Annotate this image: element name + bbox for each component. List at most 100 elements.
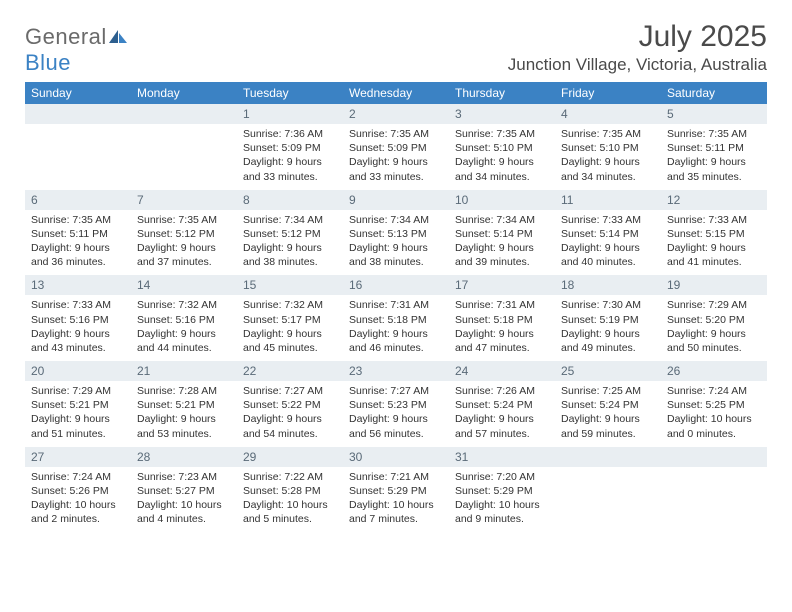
day-cell: 1Sunrise: 7:36 AMSunset: 5:09 PMDaylight… [237,104,343,190]
sunrise-line: Sunrise: 7:20 AM [455,470,549,484]
day-info: Sunrise: 7:34 AMSunset: 5:12 PMDaylight:… [243,213,337,270]
daylight-line: Daylight: 9 hours and 49 minutes. [561,327,655,355]
daylight-line: Daylight: 9 hours and 36 minutes. [31,241,125,269]
daylight-line: Daylight: 10 hours and 4 minutes. [137,498,231,526]
daylight-line: Daylight: 9 hours and 50 minutes. [667,327,761,355]
sunrise-line: Sunrise: 7:35 AM [137,213,231,227]
day-cell-inner: 7Sunrise: 7:35 AMSunset: 5:12 PMDaylight… [131,190,237,276]
sunrise-line: Sunrise: 7:36 AM [243,127,337,141]
daylight-line: Daylight: 9 hours and 46 minutes. [349,327,443,355]
sunset-line: Sunset: 5:23 PM [349,398,443,412]
sunset-line: Sunset: 5:16 PM [31,313,125,327]
day-number: 4 [555,104,661,124]
calendar-page: GeneralBlue July 2025 Junction Village, … [0,0,792,542]
calendar-table: SundayMondayTuesdayWednesdayThursdayFrid… [25,82,767,532]
day-info: Sunrise: 7:35 AMSunset: 5:10 PMDaylight:… [561,127,655,184]
sunrise-line: Sunrise: 7:32 AM [243,298,337,312]
day-cell: 2Sunrise: 7:35 AMSunset: 5:09 PMDaylight… [343,104,449,190]
day-info: Sunrise: 7:33 AMSunset: 5:14 PMDaylight:… [561,213,655,270]
day-info: Sunrise: 7:31 AMSunset: 5:18 PMDaylight:… [349,298,443,355]
day-number: 24 [449,361,555,381]
day-number: 1 [237,104,343,124]
day-number: 10 [449,190,555,210]
day-info: Sunrise: 7:30 AMSunset: 5:19 PMDaylight:… [561,298,655,355]
day-cell-inner: 17Sunrise: 7:31 AMSunset: 5:18 PMDayligh… [449,275,555,361]
sunrise-line: Sunrise: 7:24 AM [31,470,125,484]
sunrise-line: Sunrise: 7:34 AM [243,213,337,227]
day-cell: 25Sunrise: 7:25 AMSunset: 5:24 PMDayligh… [555,361,661,447]
sunrise-line: Sunrise: 7:23 AM [137,470,231,484]
day-cell: 6Sunrise: 7:35 AMSunset: 5:11 PMDaylight… [25,190,131,276]
daylight-line: Daylight: 10 hours and 2 minutes. [31,498,125,526]
day-cell-inner: 15Sunrise: 7:32 AMSunset: 5:17 PMDayligh… [237,275,343,361]
day-info: Sunrise: 7:35 AMSunset: 5:11 PMDaylight:… [667,127,761,184]
day-cell: 18Sunrise: 7:30 AMSunset: 5:19 PMDayligh… [555,275,661,361]
day-number: 27 [25,447,131,467]
daylight-line: Daylight: 9 hours and 41 minutes. [667,241,761,269]
day-cell-inner: 16Sunrise: 7:31 AMSunset: 5:18 PMDayligh… [343,275,449,361]
sunset-line: Sunset: 5:24 PM [455,398,549,412]
sunrise-line: Sunrise: 7:35 AM [349,127,443,141]
sunrise-line: Sunrise: 7:29 AM [667,298,761,312]
day-cell-inner: . [131,104,237,133]
brand-general: General [25,24,107,49]
sunset-line: Sunset: 5:14 PM [455,227,549,241]
day-info: Sunrise: 7:34 AMSunset: 5:13 PMDaylight:… [349,213,443,270]
day-cell-inner: 26Sunrise: 7:24 AMSunset: 5:25 PMDayligh… [661,361,767,447]
day-info: Sunrise: 7:33 AMSunset: 5:15 PMDaylight:… [667,213,761,270]
sunrise-line: Sunrise: 7:30 AM [561,298,655,312]
day-cell: 16Sunrise: 7:31 AMSunset: 5:18 PMDayligh… [343,275,449,361]
day-cell: 8 Sunrise: 7:34 AMSunset: 5:12 PMDaylight… [237,190,343,276]
sunset-line: Sunset: 5:18 PM [349,313,443,327]
sunrise-line: Sunrise: 7:32 AM [137,298,231,312]
sunrise-line: Sunrise: 7:34 AM [349,213,443,227]
day-number: 30 [343,447,449,467]
day-header: Sunday [25,82,131,104]
day-number: 12 [661,190,767,210]
sunrise-line: Sunrise: 7:26 AM [455,384,549,398]
day-cell-inner: . [661,447,767,476]
brand-blue: Blue [25,50,71,75]
day-info: Sunrise: 7:24 AMSunset: 5:25 PMDaylight:… [667,384,761,441]
day-cell: 30Sunrise: 7:21 AMSunset: 5:29 PMDayligh… [343,447,449,533]
sunrise-line: Sunrise: 7:21 AM [349,470,443,484]
sunset-line: Sunset: 5:09 PM [243,141,337,155]
day-number: 23 [343,361,449,381]
week-row: ..1Sunrise: 7:36 AMSunset: 5:09 PMDaylig… [25,104,767,190]
day-info: Sunrise: 7:35 AMSunset: 5:12 PMDaylight:… [137,213,231,270]
day-number: 20 [25,361,131,381]
day-cell: 29Sunrise: 7:22 AMSunset: 5:28 PMDayligh… [237,447,343,533]
day-header-row: SundayMondayTuesdayWednesdayThursdayFrid… [25,82,767,104]
calendar-body: ..1Sunrise: 7:36 AMSunset: 5:09 PMDaylig… [25,104,767,532]
daylight-line: Daylight: 10 hours and 0 minutes. [667,412,761,440]
day-info: Sunrise: 7:20 AMSunset: 5:29 PMDaylight:… [455,470,549,527]
sunrise-line: Sunrise: 7:35 AM [455,127,549,141]
day-info: Sunrise: 7:27 AMSunset: 5:22 PMDaylight:… [243,384,337,441]
day-cell-inner: 10Sunrise: 7:34 AMSunset: 5:14 PMDayligh… [449,190,555,276]
day-info: Sunrise: 7:35 AMSunset: 5:10 PMDaylight:… [455,127,549,184]
day-info: Sunrise: 7:24 AMSunset: 5:26 PMDaylight:… [31,470,125,527]
day-info: Sunrise: 7:29 AMSunset: 5:21 PMDaylight:… [31,384,125,441]
day-header: Tuesday [237,82,343,104]
daylight-line: Daylight: 9 hours and 54 minutes. [243,412,337,440]
sunrise-line: Sunrise: 7:28 AM [137,384,231,398]
day-cell: 11Sunrise: 7:33 AMSunset: 5:14 PMDayligh… [555,190,661,276]
day-cell-inner: 31Sunrise: 7:20 AMSunset: 5:29 PMDayligh… [449,447,555,533]
sunrise-line: Sunrise: 7:27 AM [243,384,337,398]
day-number: 2 [343,104,449,124]
day-info: Sunrise: 7:22 AMSunset: 5:28 PMDaylight:… [243,470,337,527]
day-info: Sunrise: 7:31 AMSunset: 5:18 PMDaylight:… [455,298,549,355]
day-number: 8 [237,190,343,210]
day-cell: 20 Sunrise: 7:29 AMSunset: 5:21 PMDayligh… [25,361,131,447]
day-number: 6 [25,190,131,210]
daylight-line: Daylight: 9 hours and 35 minutes. [667,155,761,183]
day-number: 28 [131,447,237,467]
day-info: Sunrise: 7:23 AMSunset: 5:27 PMDaylight:… [137,470,231,527]
sunset-line: Sunset: 5:18 PM [455,313,549,327]
day-number: 9 [343,190,449,210]
day-cell-inner: 8 Sunrise: 7:34 AMSunset: 5:12 PMDaylight… [237,190,343,276]
day-cell-inner: 1Sunrise: 7:36 AMSunset: 5:09 PMDaylight… [237,104,343,190]
day-cell-inner: 30Sunrise: 7:21 AMSunset: 5:29 PMDayligh… [343,447,449,533]
daylight-line: Daylight: 9 hours and 47 minutes. [455,327,549,355]
sunrise-line: Sunrise: 7:35 AM [561,127,655,141]
